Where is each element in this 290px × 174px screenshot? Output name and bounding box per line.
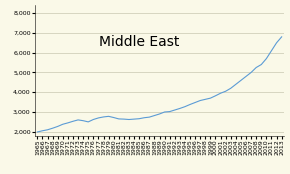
Text: Middle East: Middle East xyxy=(99,35,180,49)
